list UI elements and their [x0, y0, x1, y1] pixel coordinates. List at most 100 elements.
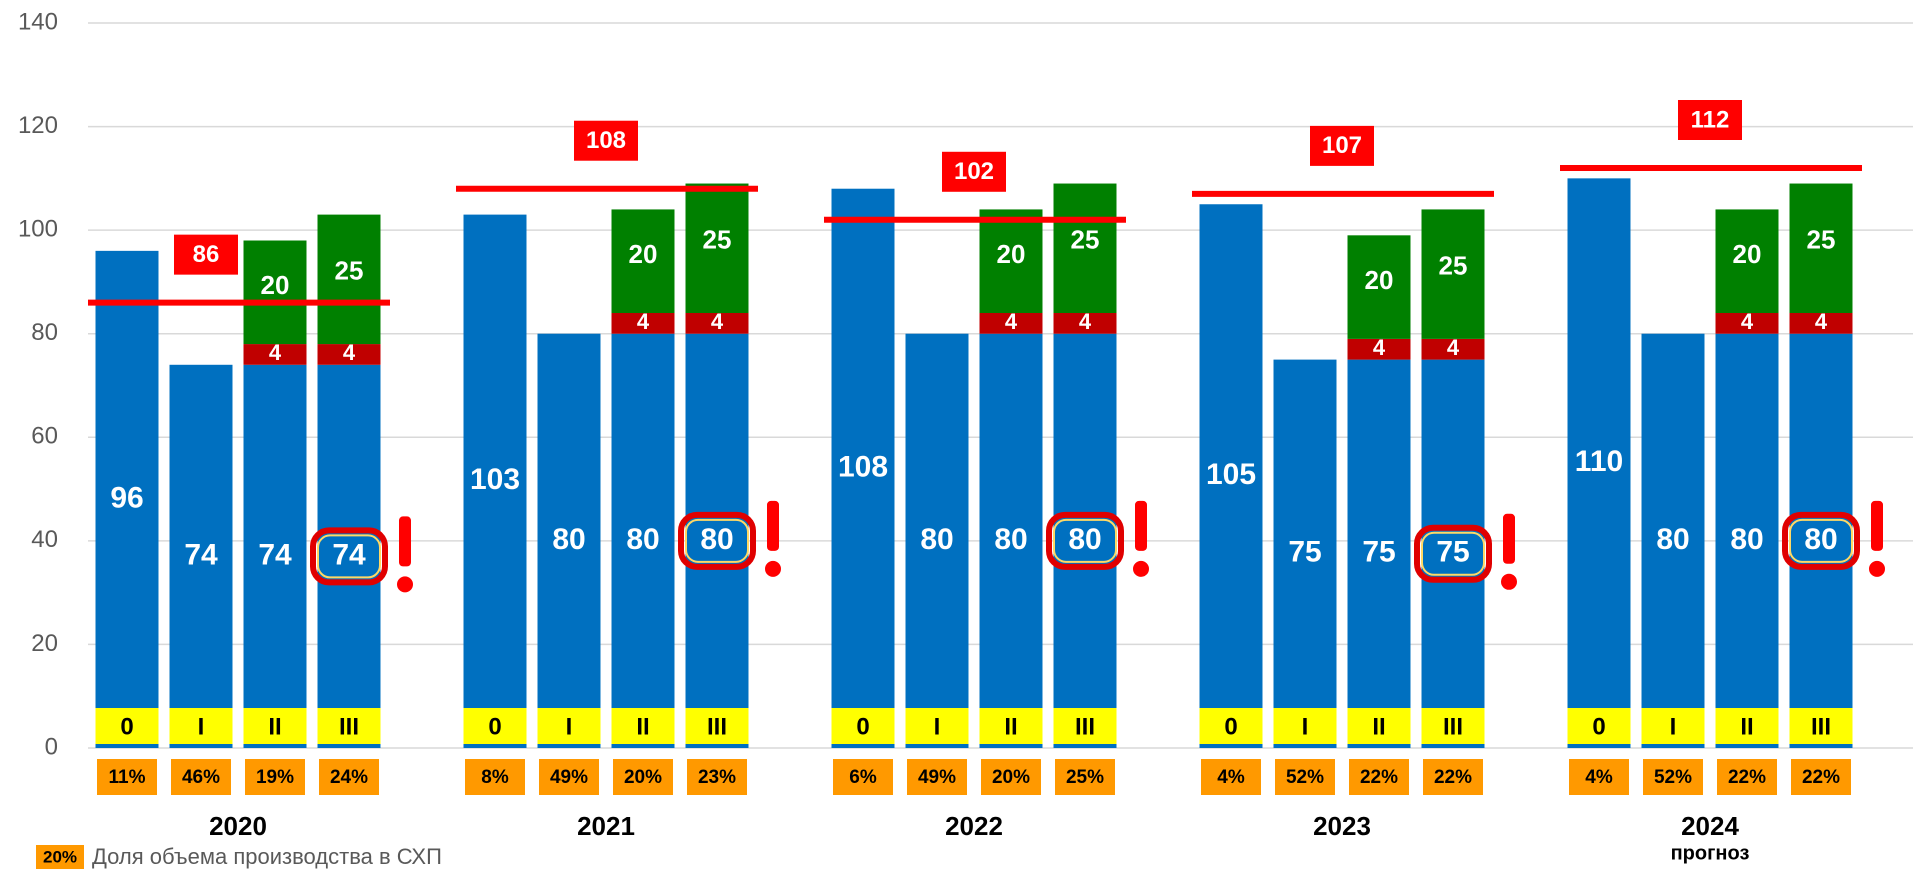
bar-value-label: 96	[110, 481, 143, 514]
bar-segment	[611, 333, 675, 748]
bar-value-label: 4	[1741, 309, 1754, 334]
bar-segment	[685, 183, 749, 313]
bar-segment	[1789, 183, 1853, 313]
bar-value-label: 80	[626, 523, 659, 556]
highlight	[310, 527, 388, 586]
share-label: 20%	[992, 767, 1030, 788]
legend-sample: 20%	[43, 847, 77, 866]
y-tick-label: 100	[18, 215, 58, 242]
bar-value-label: 110	[1575, 445, 1623, 478]
exclamation-bar	[1871, 500, 1883, 551]
bar-segment	[463, 214, 527, 748]
category-box	[1199, 708, 1263, 744]
bar-value-label: 4	[1005, 309, 1018, 334]
bar-segment	[1053, 183, 1117, 313]
bar-value-label: 80	[994, 523, 1027, 556]
share-box	[613, 759, 673, 795]
share-label: 52%	[1654, 767, 1692, 788]
highlight-glow	[685, 518, 749, 563]
bar-segment	[1421, 209, 1485, 339]
bar-segment	[1199, 204, 1263, 748]
category-label: II	[268, 713, 281, 740]
share-box	[97, 759, 157, 795]
target-box	[174, 234, 238, 275]
share-label: 52%	[1286, 767, 1324, 788]
bar-segment	[95, 250, 159, 748]
highlight	[1046, 511, 1124, 570]
bar-segment	[1053, 333, 1117, 748]
bar-segment	[979, 209, 1043, 313]
share-box	[171, 759, 231, 795]
category-label: I	[566, 713, 573, 740]
bar-value-label: 105	[1206, 458, 1256, 491]
bar-segment	[685, 333, 749, 748]
highlight	[1782, 511, 1860, 570]
bar-segment	[905, 333, 969, 748]
bar-segment	[1715, 209, 1779, 313]
exclamation-dot	[1133, 560, 1149, 577]
y-tick-label: 0	[45, 733, 58, 760]
bar-value-label: 4	[1373, 335, 1386, 360]
bar-value-label: 20	[1733, 239, 1762, 269]
bar-value-label: 75	[1362, 536, 1395, 569]
bar-value-label: 20	[261, 270, 290, 300]
category-box	[685, 708, 749, 744]
category-label: 0	[120, 713, 133, 740]
bar-segment	[317, 344, 381, 365]
share-label: 49%	[550, 767, 588, 788]
bar-value-label: 25	[1807, 225, 1836, 255]
exclamation-dot	[1501, 573, 1517, 590]
category-box	[905, 708, 969, 744]
target-box	[1310, 125, 1374, 166]
bar-value-label: 80	[1656, 523, 1689, 556]
share-box	[687, 759, 747, 795]
category-box	[831, 708, 895, 744]
bar-value-label: 108	[838, 450, 888, 483]
category-label: II	[1004, 713, 1017, 740]
bar-segment	[537, 333, 601, 748]
bar-segment	[317, 214, 381, 345]
bar-value-label: 25	[1071, 225, 1100, 255]
group-label: 2022	[945, 811, 1003, 841]
bar-segment	[243, 240, 307, 345]
y-tick-label: 40	[31, 526, 58, 553]
share-box	[465, 759, 525, 795]
share-label: 22%	[1434, 767, 1472, 788]
share-label: 4%	[1585, 767, 1613, 788]
share-label: 6%	[849, 767, 877, 788]
target-label: 112	[1691, 106, 1730, 133]
category-label: 0	[856, 713, 869, 740]
bar-value-label: 20	[997, 239, 1026, 269]
exclamation-bar	[1503, 513, 1515, 564]
share-label: 22%	[1728, 767, 1766, 788]
share-box	[1275, 759, 1335, 795]
group-label: 2024	[1681, 811, 1739, 841]
share-box	[319, 759, 379, 795]
bar-value-label: 103	[470, 463, 520, 496]
share-box	[245, 759, 305, 795]
highlight-glow	[1421, 531, 1485, 576]
share-label: 49%	[918, 767, 956, 788]
category-label: II	[1740, 713, 1753, 740]
bar-segment	[1641, 333, 1705, 748]
category-label: 0	[1224, 713, 1237, 740]
bar-segment	[685, 313, 749, 334]
share-label: 8%	[481, 767, 509, 788]
bar-value-label: 4	[1815, 309, 1828, 334]
bar-value-label: 74	[258, 538, 292, 571]
share-label: 22%	[1360, 767, 1398, 788]
target-box	[1678, 100, 1742, 140]
share-box	[1349, 759, 1409, 795]
share-box	[1643, 759, 1703, 795]
bar-value-label: 20	[1365, 265, 1394, 295]
highlight	[1414, 524, 1492, 583]
category-box	[1715, 708, 1779, 744]
exclamation-bar	[1135, 500, 1147, 551]
share-label: 11%	[109, 767, 146, 788]
bar-value-label: 4	[1079, 309, 1092, 334]
category-box	[1347, 708, 1411, 744]
target-box	[942, 151, 1006, 192]
share-box	[1791, 759, 1851, 795]
exclamation-dot	[765, 560, 781, 577]
y-tick-label: 140	[18, 8, 58, 35]
